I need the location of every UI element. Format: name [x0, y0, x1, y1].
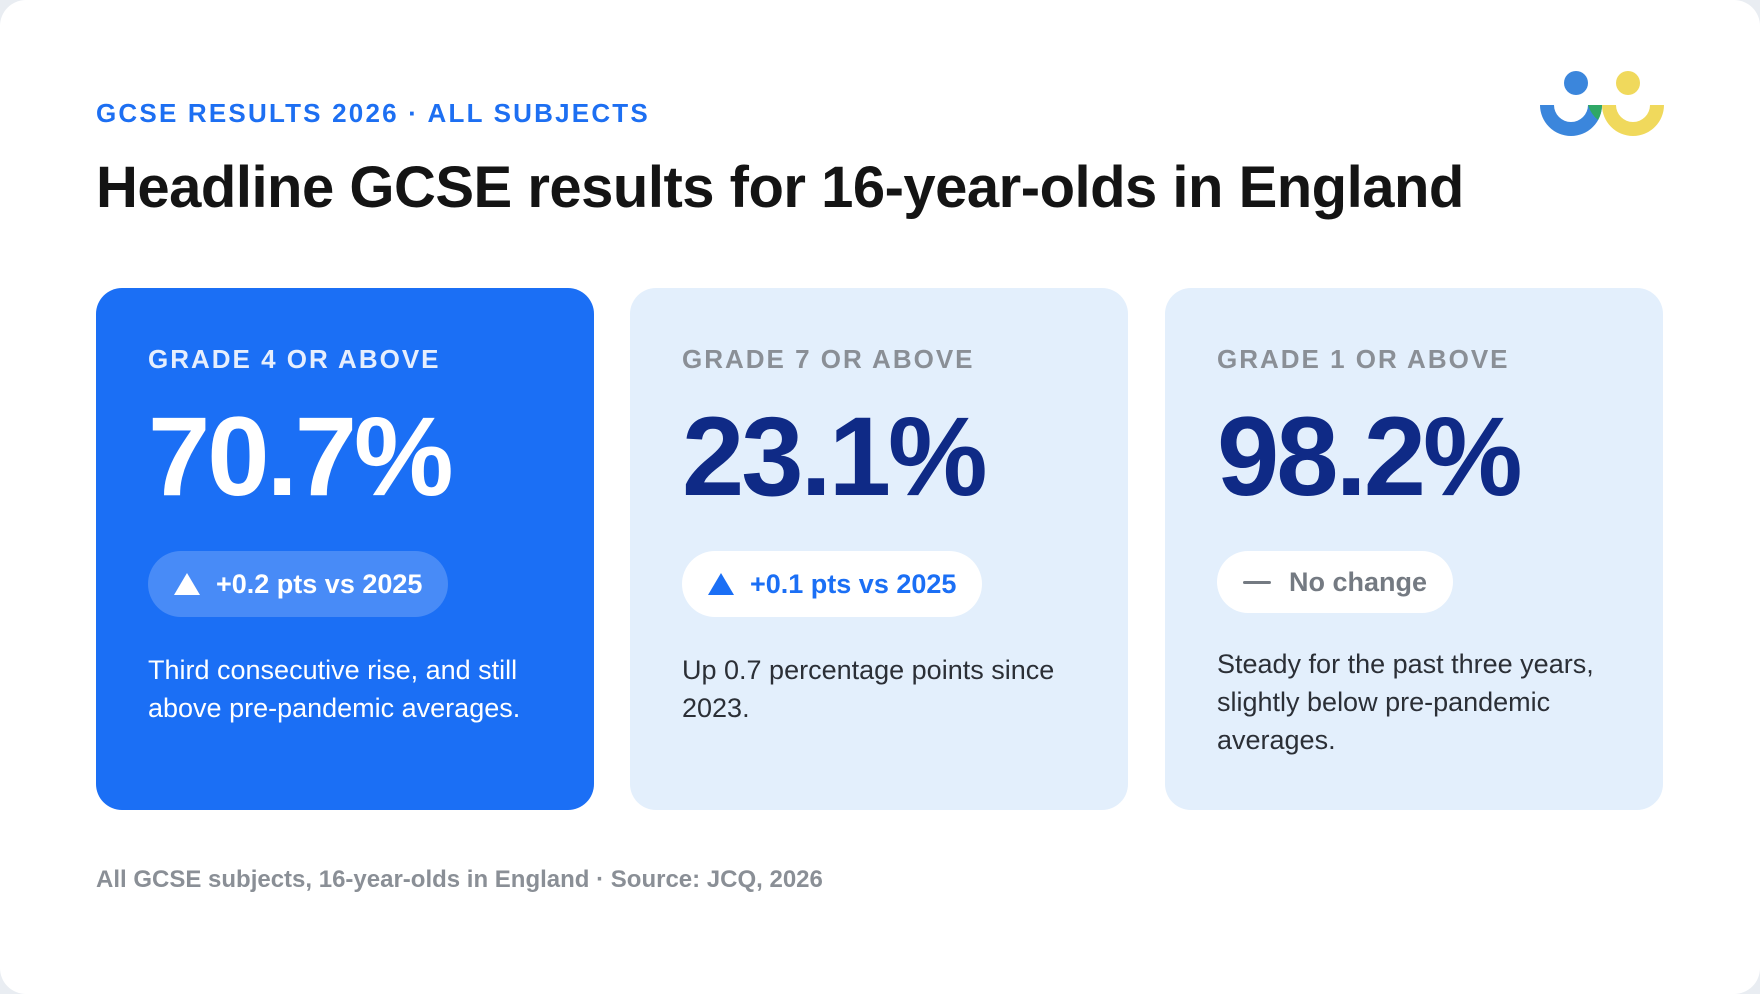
stat-card-grade-1: GRADE 1 OR ABOVE 98.2% No change Steady … [1165, 288, 1663, 810]
card-label: GRADE 4 OR ABOVE [148, 344, 441, 374]
eyebrow-label: GCSE RESULTS 2026 · ALL SUBJECTS [96, 98, 650, 128]
card-description: Steady for the past three years, slightl… [1217, 649, 1594, 755]
change-text: +0.1 pts vs 2025 [750, 568, 957, 599]
change-text: No change [1289, 566, 1428, 597]
change-badge: No change [1217, 551, 1454, 613]
card-description: Third consecutive rise, and still above … [148, 655, 521, 723]
change-text: +0.2 pts vs 2025 [216, 568, 423, 599]
page-title: Headline GCSE results for 16-year-olds i… [96, 155, 1464, 220]
card-value: 70.7% [148, 394, 454, 519]
card-value: 98.2% [1217, 394, 1523, 519]
stat-card-grade-7: GRADE 7 OR ABOVE 23.1% +0.1 pts vs 2025 … [630, 288, 1128, 810]
stat-card-grade-4: GRADE 4 OR ABOVE 70.7% +0.2 pts vs 2025 … [96, 288, 594, 810]
card-value: 23.1% [682, 394, 988, 519]
up-triangle-icon [174, 573, 200, 595]
source-footnote: All GCSE subjects, 16-year-olds in Engla… [96, 866, 823, 893]
dash-icon [1243, 580, 1271, 584]
two-people-logo-icon [1540, 71, 1664, 136]
change-badge: +0.1 pts vs 2025 [682, 551, 983, 617]
card-label: GRADE 7 OR ABOVE [682, 344, 975, 374]
card-label: GRADE 1 OR ABOVE [1217, 344, 1510, 374]
up-triangle-icon [708, 573, 734, 595]
card-description: Up 0.7 percentage points since 2023. [682, 655, 1055, 723]
change-badge: +0.2 pts vs 2025 [148, 551, 449, 617]
